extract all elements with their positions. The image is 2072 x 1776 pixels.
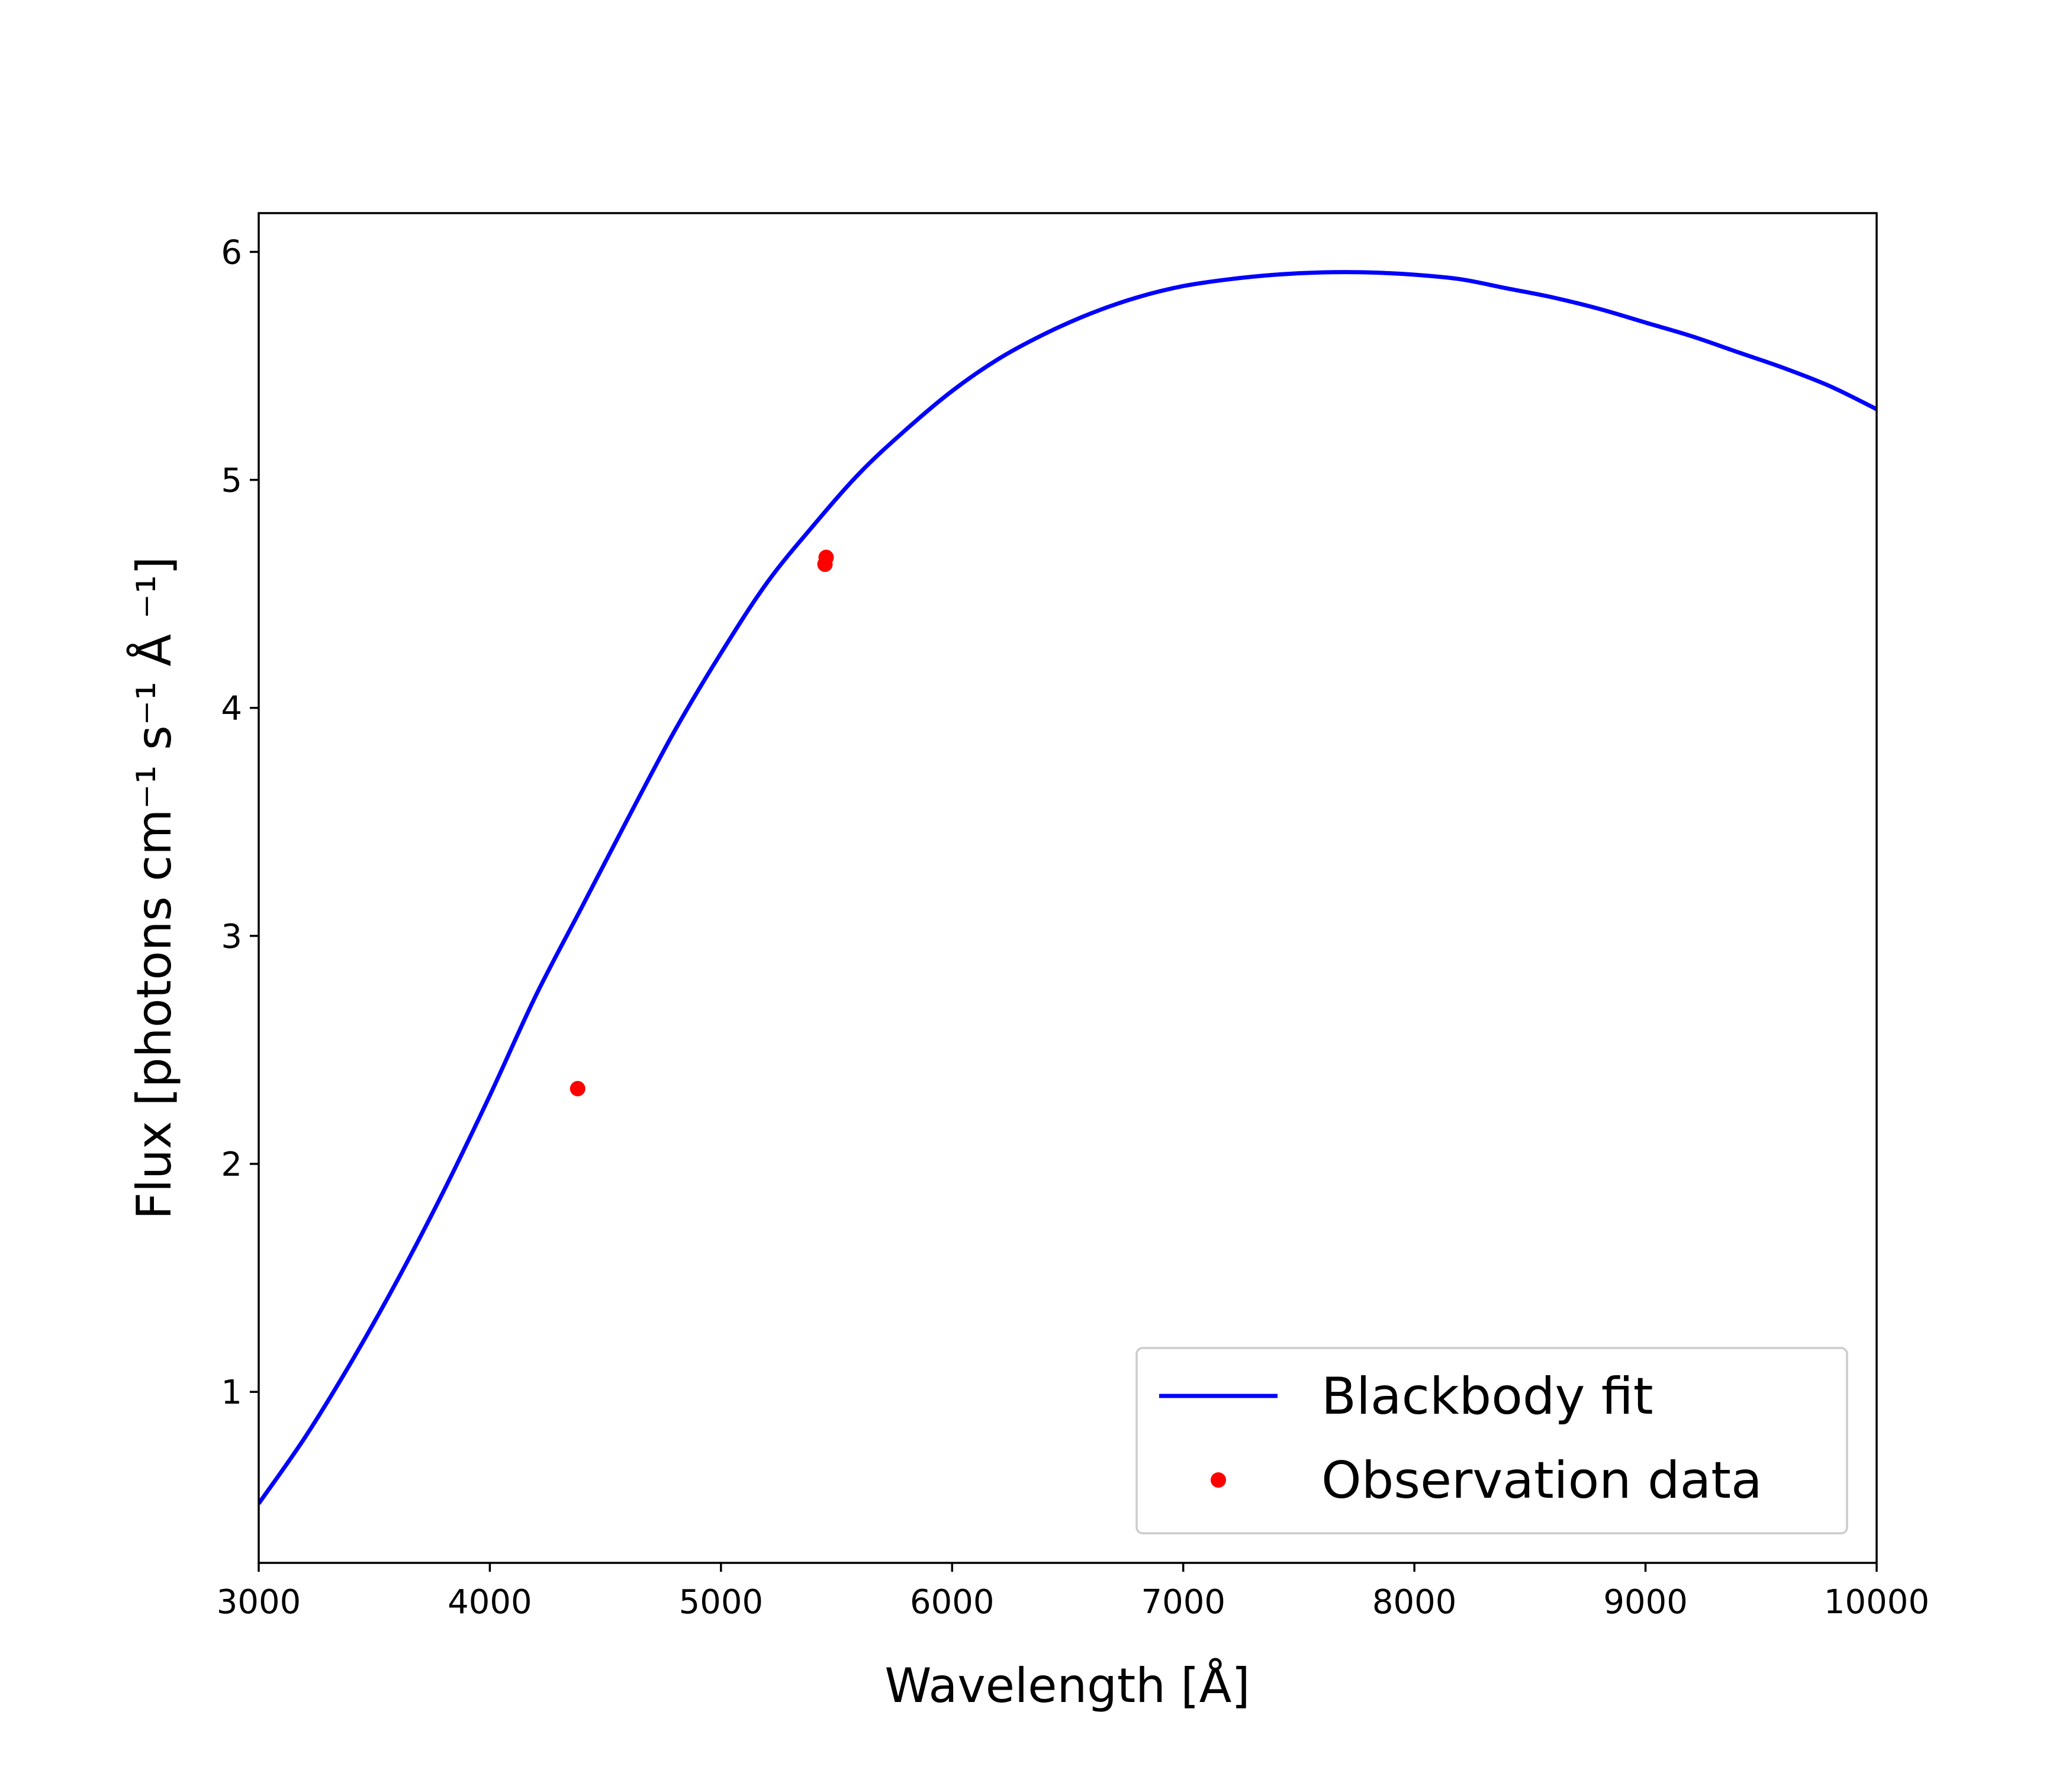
legend-marker-swatch <box>1211 1472 1226 1488</box>
y-tick-label: 5 <box>221 462 242 500</box>
x-axis: 3000 4000 5000 6000 7000 8000 9000 10000 <box>217 1563 1929 1621</box>
y-tick-label: 6 <box>221 233 242 272</box>
legend-box <box>1135 1347 1848 1534</box>
x-tick-label: 10000 <box>1824 1583 1929 1621</box>
x-tick-label: 6000 <box>910 1583 995 1621</box>
x-tick-label: 4000 <box>448 1583 532 1621</box>
y-axis: 1 2 3 4 5 6 <box>221 233 259 1412</box>
series-layer <box>259 270 1877 1505</box>
series-line-blackbody-fit <box>259 270 1877 1505</box>
y-tick-label: 4 <box>221 690 242 728</box>
y-tick-label: 3 <box>221 918 242 956</box>
y-tick-label: 2 <box>221 1146 242 1184</box>
legend-label-observation-data: Observation data <box>1321 1451 1762 1510</box>
y-axis-label: Flux [photons cm⁻¹ s⁻¹ Å ⁻¹] <box>126 556 182 1220</box>
legend-label-blackbody-fit: Blackbody fit <box>1321 1367 1653 1426</box>
x-tick-label: 8000 <box>1372 1583 1457 1621</box>
plot-frame <box>258 212 1878 1564</box>
observation-point <box>818 549 834 565</box>
y-tick-label: 1 <box>221 1373 242 1412</box>
x-tick-label: 3000 <box>217 1583 301 1621</box>
x-tick-label: 5000 <box>679 1583 764 1621</box>
x-axis-label: Wavelength [Å] <box>884 1658 1250 1713</box>
observation-point <box>570 1080 585 1096</box>
x-tick-label: 9000 <box>1603 1583 1688 1621</box>
x-tick-label: 7000 <box>1141 1583 1225 1621</box>
legend: Blackbody fit Observation data <box>1135 1347 1848 1534</box>
